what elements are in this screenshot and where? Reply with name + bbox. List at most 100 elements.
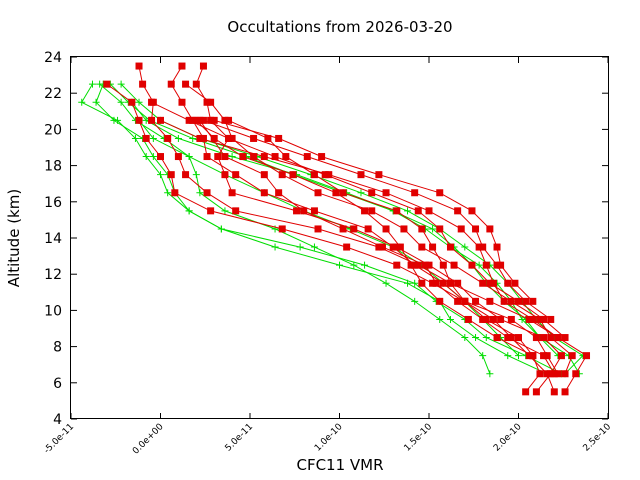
series-profile-r5 xyxy=(103,80,562,378)
y-tick-label: 4 xyxy=(53,412,62,428)
data-point xyxy=(414,261,422,269)
data-point xyxy=(504,279,512,287)
data-point xyxy=(275,134,283,142)
data-point xyxy=(504,352,512,360)
data-point xyxy=(225,134,233,142)
series-profile-r2 xyxy=(135,62,591,396)
data-point xyxy=(572,370,580,378)
data-point xyxy=(432,279,440,287)
data-point xyxy=(207,116,215,124)
data-point xyxy=(192,116,200,124)
data-point xyxy=(332,189,340,197)
data-point xyxy=(418,243,426,251)
data-point xyxy=(550,388,558,396)
data-point xyxy=(479,279,487,287)
data-point xyxy=(293,207,301,215)
series-profile-r7 xyxy=(157,116,562,342)
data-point xyxy=(135,116,143,124)
data-point xyxy=(500,297,508,305)
data-point xyxy=(439,279,447,287)
data-point xyxy=(199,116,207,124)
data-point xyxy=(522,388,530,396)
data-point xyxy=(547,315,555,323)
data-point xyxy=(454,279,462,287)
data-point xyxy=(489,279,497,287)
y-tick-label: 8 xyxy=(53,340,62,356)
data-point xyxy=(532,388,540,396)
data-point xyxy=(232,207,240,215)
data-point xyxy=(540,334,548,342)
x-tick-label: 0.0e+00 xyxy=(131,422,166,457)
y-axis-label: Altitude (km) xyxy=(5,189,23,287)
data-point xyxy=(221,153,229,161)
data-point xyxy=(429,279,437,287)
series-line xyxy=(151,101,566,338)
data-point xyxy=(117,80,125,88)
data-point xyxy=(189,116,197,124)
data-point xyxy=(404,207,412,215)
data-point xyxy=(196,134,204,142)
data-point xyxy=(486,297,494,305)
data-point xyxy=(411,279,419,287)
data-point xyxy=(139,80,147,88)
y-tick-label: 6 xyxy=(53,376,62,392)
data-point xyxy=(364,225,372,233)
data-point xyxy=(454,207,462,215)
data-point xyxy=(221,171,229,179)
series-line xyxy=(95,83,548,375)
data-point xyxy=(250,134,258,142)
series-profile-r6 xyxy=(148,98,569,342)
data-point xyxy=(515,352,522,360)
data-point xyxy=(536,370,544,378)
data-point xyxy=(507,315,515,323)
data-point xyxy=(264,134,272,142)
data-point xyxy=(182,80,190,88)
series-profile-r9 xyxy=(210,116,537,305)
data-point xyxy=(479,315,487,323)
data-point xyxy=(321,171,329,179)
data-point xyxy=(378,243,386,251)
data-point xyxy=(357,189,365,197)
data-point xyxy=(479,352,487,360)
data-point xyxy=(511,279,519,287)
data-point xyxy=(275,189,283,197)
data-point xyxy=(393,261,401,269)
data-point xyxy=(203,189,211,197)
data-point xyxy=(525,315,533,323)
data-point xyxy=(278,171,286,179)
chart-title: Occultations from 2026-03-20 xyxy=(227,18,452,36)
data-point xyxy=(375,171,383,179)
data-point xyxy=(515,297,522,305)
data-point xyxy=(192,171,200,179)
series-profile-r11 xyxy=(196,116,558,378)
series-profile-r10 xyxy=(225,116,558,396)
data-point xyxy=(260,171,268,179)
data-point xyxy=(117,98,125,106)
data-point xyxy=(382,225,390,233)
data-point xyxy=(543,370,551,378)
x-tick-label: 1.0e-10 xyxy=(313,422,345,454)
data-point xyxy=(482,315,490,323)
series-profile-r4 xyxy=(182,80,576,378)
data-point xyxy=(375,243,383,251)
data-point xyxy=(289,171,297,179)
data-point xyxy=(543,352,551,360)
data-point xyxy=(436,189,444,197)
data-point xyxy=(260,189,268,197)
data-point xyxy=(339,189,347,197)
data-point xyxy=(128,98,136,106)
data-point xyxy=(260,153,268,161)
series-profile-r1 xyxy=(192,62,565,396)
data-point xyxy=(196,116,204,124)
data-point xyxy=(174,134,182,142)
data-point xyxy=(504,334,512,342)
data-point xyxy=(561,334,569,342)
data-point xyxy=(239,153,247,161)
data-point xyxy=(114,116,122,124)
data-point xyxy=(568,352,576,360)
data-point xyxy=(486,225,494,233)
data-point xyxy=(429,243,437,251)
plot-frame xyxy=(70,56,609,419)
data-point xyxy=(472,334,480,342)
